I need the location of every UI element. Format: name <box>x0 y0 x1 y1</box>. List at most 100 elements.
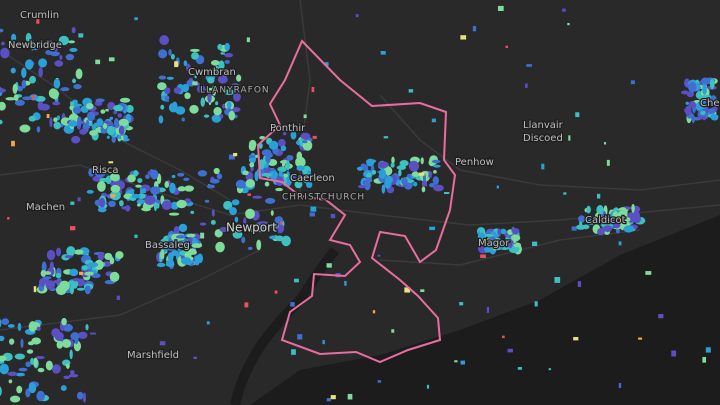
blob <box>78 33 84 38</box>
blob <box>557 122 561 128</box>
blob <box>117 113 123 118</box>
blob <box>53 117 58 123</box>
blob <box>108 200 116 208</box>
blob <box>106 135 110 139</box>
blob <box>48 88 58 99</box>
blob <box>71 103 83 107</box>
blob <box>177 172 185 177</box>
blob <box>113 117 120 129</box>
blob <box>94 259 104 271</box>
blob <box>429 182 435 188</box>
blob <box>16 385 23 394</box>
blob <box>431 159 441 164</box>
blob <box>306 179 310 188</box>
blob <box>391 156 395 164</box>
blob <box>59 55 63 61</box>
blob <box>28 321 37 332</box>
blob <box>176 199 187 209</box>
blob <box>94 168 106 178</box>
blob <box>97 180 106 192</box>
blob <box>63 375 71 379</box>
blob <box>511 228 520 234</box>
blob <box>27 341 35 346</box>
boundary <box>256 39 457 364</box>
blob <box>133 169 139 177</box>
blob <box>53 78 61 89</box>
blob <box>404 287 411 293</box>
blob <box>274 235 284 242</box>
blob <box>0 28 4 33</box>
blob <box>283 129 287 136</box>
blob <box>381 184 386 194</box>
blob <box>606 159 610 166</box>
blob <box>396 165 407 171</box>
blob <box>74 249 84 255</box>
blob <box>497 228 502 236</box>
blob <box>322 340 325 345</box>
blob <box>326 398 331 402</box>
blob <box>296 165 305 171</box>
blob <box>366 158 375 167</box>
blob <box>86 102 94 110</box>
blob <box>191 243 203 248</box>
blob <box>21 67 27 79</box>
blob <box>102 122 108 130</box>
blob <box>49 261 54 270</box>
blob <box>422 173 427 184</box>
blob <box>69 370 75 375</box>
blob <box>596 193 601 199</box>
place-labels: Crumlin Newbridge Cwmbran LLANYRAFON Ponthir… <box>7 9 720 363</box>
blob <box>286 170 290 182</box>
place-label: Risca <box>92 165 119 176</box>
blob <box>261 172 272 177</box>
blob <box>326 263 332 268</box>
blob <box>383 136 389 139</box>
blob <box>194 256 199 261</box>
blob <box>428 173 432 178</box>
blob <box>95 59 101 65</box>
blob <box>165 259 174 267</box>
blob <box>28 382 37 394</box>
blob <box>231 83 240 88</box>
blob <box>194 70 198 79</box>
blob <box>658 314 664 319</box>
blob <box>25 32 32 43</box>
blob <box>685 101 689 105</box>
blob <box>71 27 76 34</box>
blob <box>391 329 395 333</box>
place-label: CHRISTCHURCH <box>282 193 365 203</box>
blob <box>0 119 3 125</box>
blob <box>70 101 74 106</box>
blob <box>548 368 552 371</box>
blob <box>45 280 56 290</box>
blob <box>187 233 196 238</box>
blob <box>268 152 273 158</box>
blob <box>155 202 160 209</box>
blob <box>599 216 608 223</box>
blob <box>40 269 47 277</box>
blob <box>618 241 622 246</box>
blob <box>235 179 246 189</box>
blob <box>99 197 106 208</box>
blob <box>66 246 76 257</box>
place-label: Bassaleg <box>145 240 190 251</box>
blob <box>8 379 13 384</box>
blob <box>408 89 414 93</box>
blob <box>107 101 116 110</box>
blob <box>46 114 50 119</box>
blob <box>58 35 70 46</box>
blob <box>291 349 296 355</box>
blob <box>121 206 131 210</box>
blob <box>372 310 376 314</box>
blob <box>700 110 706 116</box>
blob <box>241 236 246 244</box>
blob <box>43 271 52 275</box>
blob <box>76 287 85 291</box>
blob <box>189 104 199 114</box>
blob <box>193 356 198 359</box>
blob <box>39 278 46 287</box>
place-label: Ponthir <box>270 123 306 134</box>
blob <box>173 87 182 94</box>
blob <box>623 225 635 233</box>
blob <box>219 226 228 233</box>
